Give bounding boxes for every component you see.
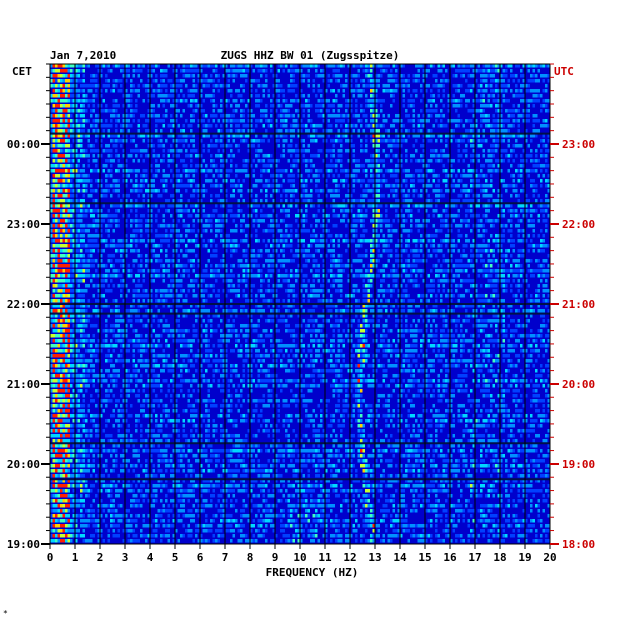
chart-title: ZUGS HHZ BW 01 (Zugsspitze) bbox=[221, 49, 400, 62]
x-tick-label: 6 bbox=[197, 551, 204, 564]
left-time-axis: 00:00 23:00 22:00 21:00 20:00 19:00 bbox=[7, 63, 50, 551]
left-tick-label: 00:00 bbox=[7, 138, 40, 151]
right-tick-label: 20:00 bbox=[562, 378, 595, 391]
x-tick-label: 17 bbox=[468, 551, 481, 564]
left-axis-label: CET bbox=[12, 65, 32, 78]
right-time-axis: 23:00 22:00 21:00 20:00 19:00 18:00 bbox=[550, 63, 595, 551]
x-tick-label: 3 bbox=[122, 551, 129, 564]
spectrogram-cells bbox=[50, 64, 550, 543]
left-tick-label: 22:00 bbox=[7, 298, 40, 311]
x-tick-label: 13 bbox=[368, 551, 381, 564]
x-tick-label: 0 bbox=[47, 551, 54, 564]
x-tick-label: 15 bbox=[418, 551, 431, 564]
grid-lines bbox=[49, 64, 551, 544]
x-axis: 0 1 2 3 4 5 6 7 8 9 10 11 12 13 14 15 16 17 18 19 20 bbox=[47, 544, 557, 564]
x-tick-label: 19 bbox=[518, 551, 531, 564]
plot-area bbox=[49, 63, 551, 545]
x-tick-label: 11 bbox=[318, 551, 332, 564]
x-tick-label: 9 bbox=[272, 551, 279, 564]
left-tick-label: 20:00 bbox=[7, 458, 40, 471]
x-tick-label: 1 bbox=[72, 551, 79, 564]
right-tick-label: 21:00 bbox=[562, 298, 595, 311]
x-tick-label: 20 bbox=[543, 551, 556, 564]
x-axis-label: FREQUENCY (HZ) bbox=[266, 566, 359, 579]
right-tick-label: 18:00 bbox=[562, 538, 595, 551]
left-tick-label: 21:00 bbox=[7, 378, 40, 391]
right-tick-label: 23:00 bbox=[562, 138, 595, 151]
left-tick-label: 19:00 bbox=[7, 538, 40, 551]
x-tick-label: 18 bbox=[493, 551, 506, 564]
right-tick-label: 22:00 bbox=[562, 218, 595, 231]
right-axis-label: UTC bbox=[554, 65, 574, 78]
x-tick-label: 5 bbox=[172, 551, 179, 564]
right-tick-label: 19:00 bbox=[562, 458, 595, 471]
x-tick-label: 8 bbox=[247, 551, 254, 564]
marker-glyph: * bbox=[3, 609, 8, 618]
x-tick-label: 7 bbox=[222, 551, 229, 564]
x-tick-label: 14 bbox=[393, 551, 407, 564]
x-tick-label: 12 bbox=[343, 551, 356, 564]
left-tick-label: 23:00 bbox=[7, 218, 40, 231]
x-tick-label: 16 bbox=[443, 551, 457, 564]
x-tick-label: 4 bbox=[147, 551, 154, 564]
x-tick-label: 10 bbox=[293, 551, 306, 564]
chart-date: Jan 7,2010 bbox=[50, 49, 116, 62]
x-tick-label: 2 bbox=[97, 551, 104, 564]
